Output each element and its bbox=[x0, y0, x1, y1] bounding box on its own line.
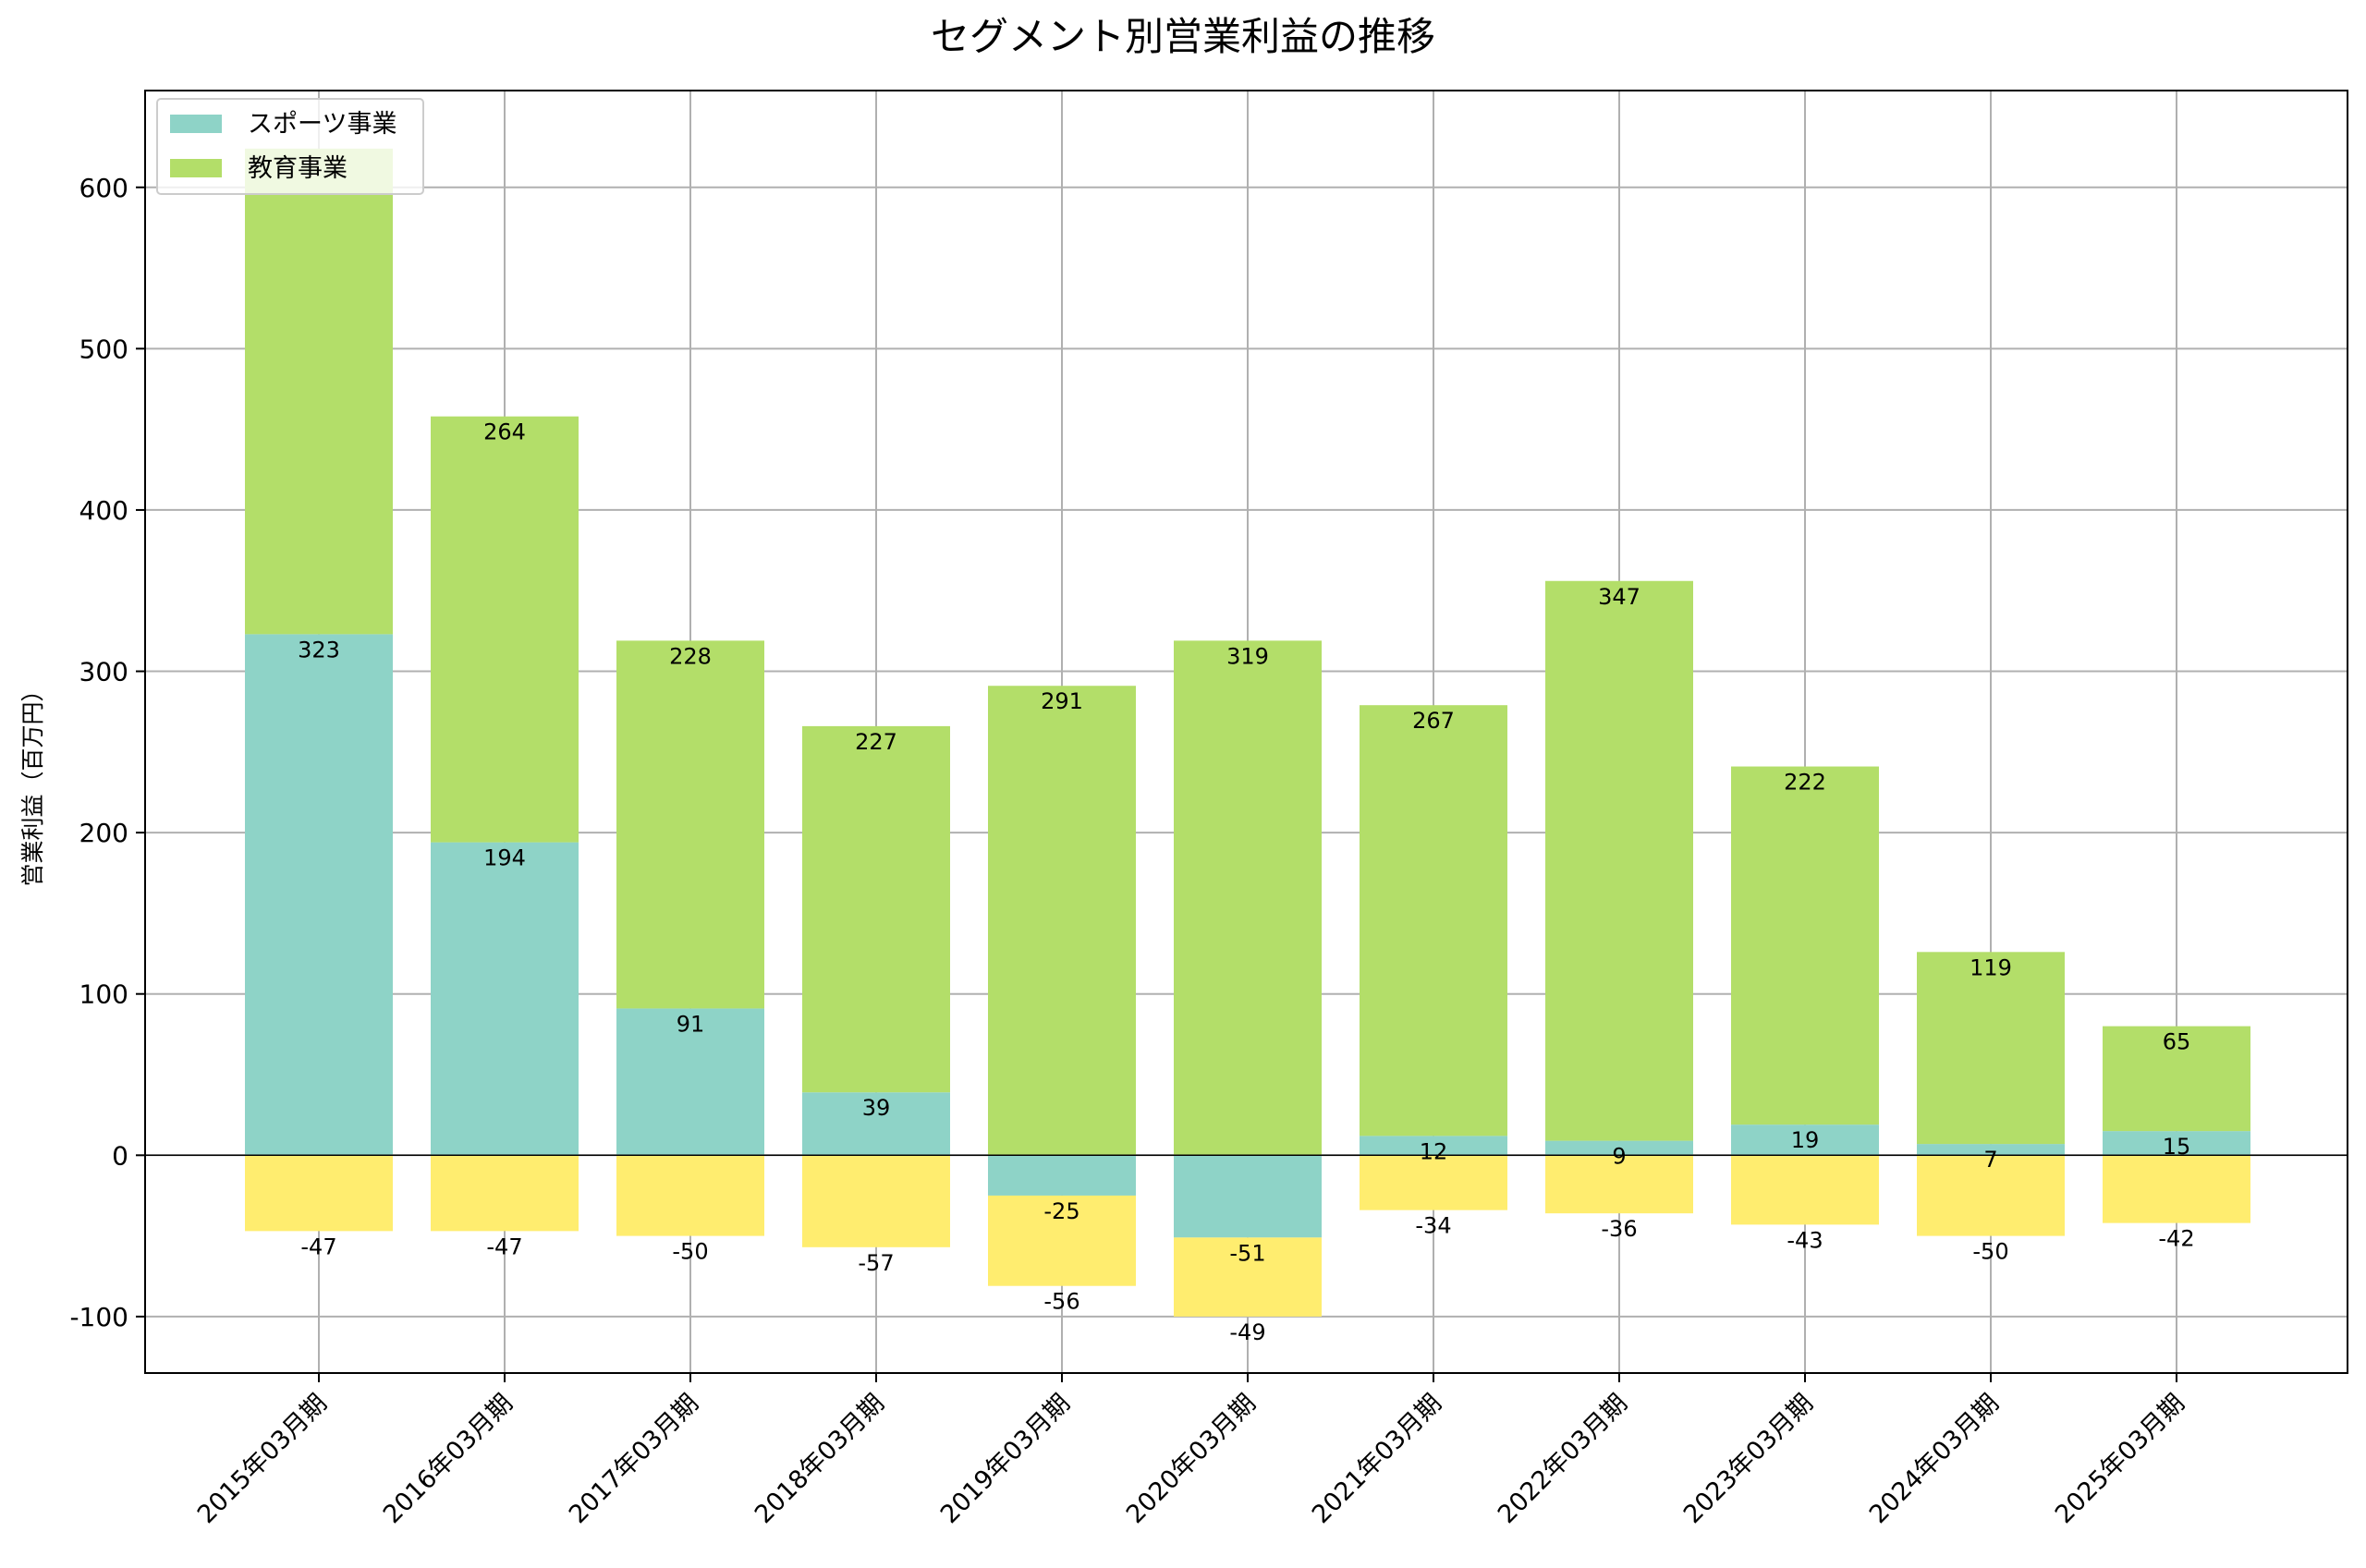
legend-box bbox=[156, 98, 424, 195]
data-label: -47 bbox=[300, 1234, 336, 1259]
data-label: 194 bbox=[483, 845, 526, 871]
legend-swatch-sports bbox=[170, 115, 222, 133]
data-label: 119 bbox=[1970, 954, 2012, 980]
bar-segment bbox=[1731, 766, 1879, 1125]
x-tick-label: 2015年03月期 bbox=[192, 1389, 333, 1529]
bar-segment bbox=[431, 1155, 579, 1232]
bar-segment bbox=[616, 1008, 764, 1156]
data-label: -25 bbox=[1043, 1198, 1079, 1224]
x-tick-label: 2022年03月期 bbox=[1493, 1389, 1633, 1529]
data-label: -56 bbox=[1043, 1289, 1079, 1315]
data-label: -50 bbox=[1972, 1239, 2008, 1265]
bar-segment bbox=[1731, 1155, 1879, 1225]
bar-segment bbox=[431, 842, 579, 1156]
bars-layer bbox=[245, 148, 2250, 1317]
x-tick-label: 2025年03月期 bbox=[2050, 1389, 2190, 1529]
data-label: 19 bbox=[1791, 1127, 1820, 1153]
chart-title: セグメント別営業利益の推移 bbox=[931, 14, 1435, 59]
legend: スポーツ事業 教育事業 bbox=[156, 98, 424, 195]
bar-segment bbox=[1917, 1144, 2065, 1156]
bar-segment bbox=[1174, 640, 1322, 1156]
y-tick-label: 200 bbox=[79, 818, 128, 848]
x-tick-label: 2021年03月期 bbox=[1307, 1389, 1447, 1529]
bar-segment bbox=[2103, 1155, 2250, 1223]
bar-segment bbox=[245, 1155, 393, 1232]
data-label: 9 bbox=[1612, 1144, 1626, 1170]
data-label: 264 bbox=[483, 419, 526, 445]
legend-swatch-education bbox=[170, 159, 222, 177]
data-label: -47 bbox=[486, 1234, 522, 1259]
legend-label-sports: スポーツ事業 bbox=[248, 110, 396, 139]
y-tick-label: 0 bbox=[112, 1140, 128, 1171]
bar-segment bbox=[802, 1155, 950, 1247]
data-label: 227 bbox=[855, 729, 897, 755]
bar-segment bbox=[802, 725, 950, 1093]
data-label: 12 bbox=[1420, 1138, 1448, 1164]
data-label: 39 bbox=[862, 1095, 891, 1121]
bar-segment bbox=[245, 148, 393, 635]
bar-segment bbox=[1545, 1140, 1693, 1156]
bar-segment bbox=[802, 1092, 950, 1156]
bar-segment bbox=[1545, 1155, 1693, 1214]
bar-segment bbox=[616, 640, 764, 1009]
bar-segment bbox=[1917, 1155, 2065, 1236]
x-tick-label: 2023年03月期 bbox=[1678, 1389, 1819, 1529]
x-tick-label: 2018年03月期 bbox=[750, 1389, 890, 1529]
bar-segment bbox=[1360, 1136, 1507, 1156]
y-tick-label: 100 bbox=[79, 979, 128, 1010]
data-label: 222 bbox=[1784, 770, 1826, 796]
bar-segment bbox=[1360, 705, 1507, 1136]
plot-frame bbox=[144, 90, 2348, 1374]
bar-segment bbox=[1917, 952, 2065, 1145]
bar-segment bbox=[2103, 1131, 2250, 1156]
y-axis-label: 営業利益（百万円） bbox=[19, 678, 46, 886]
data-label: 228 bbox=[669, 643, 712, 669]
bar-segment bbox=[616, 1155, 764, 1236]
data-label: -57 bbox=[858, 1250, 894, 1276]
x-tick-label: 2017年03月期 bbox=[564, 1389, 704, 1529]
data-label: 65 bbox=[2163, 1029, 2191, 1055]
bar-segment bbox=[2103, 1026, 2250, 1132]
bar-segment bbox=[1731, 1124, 1879, 1156]
data-label: 347 bbox=[1598, 584, 1640, 610]
data-label: -43 bbox=[1787, 1227, 1823, 1253]
data-label: -49 bbox=[1229, 1319, 1265, 1345]
data-label: -50 bbox=[672, 1239, 708, 1265]
data-label: -34 bbox=[1415, 1213, 1451, 1239]
bar-segment bbox=[988, 1195, 1136, 1286]
data-label: 319 bbox=[1226, 643, 1269, 669]
data-label: 7 bbox=[1983, 1147, 1997, 1173]
bar-segment bbox=[1174, 1155, 1322, 1238]
x-tick-label: 2024年03月期 bbox=[1864, 1389, 2005, 1529]
data-label: -42 bbox=[2158, 1226, 2194, 1252]
bar-segment bbox=[1360, 1155, 1507, 1210]
x-tick-label: 2019年03月期 bbox=[935, 1389, 1076, 1529]
data-label: -36 bbox=[1601, 1216, 1637, 1242]
bar-segment bbox=[1174, 1237, 1322, 1317]
data-label: 267 bbox=[1412, 708, 1455, 734]
bar-segment bbox=[245, 634, 393, 1156]
y-tick-label: -100 bbox=[69, 1302, 128, 1332]
x-tick-label: 2020年03月期 bbox=[1121, 1389, 1262, 1529]
data-label: 91 bbox=[677, 1011, 705, 1037]
legend-label-education: 教育事業 bbox=[248, 154, 348, 183]
y-tick-label: 600 bbox=[79, 173, 128, 203]
data-label: 291 bbox=[1041, 688, 1083, 714]
bar-segment bbox=[988, 1155, 1136, 1196]
x-tick-label: 2016年03月期 bbox=[378, 1389, 518, 1529]
y-tick-label: 500 bbox=[79, 334, 128, 364]
bar-segment bbox=[431, 416, 579, 843]
y-tick-label: 300 bbox=[79, 657, 128, 687]
y-tick-label: 400 bbox=[79, 495, 128, 526]
bar-segment bbox=[1545, 580, 1693, 1141]
data-label: 323 bbox=[298, 637, 340, 662]
bar-segment bbox=[988, 686, 1136, 1156]
data-label: -51 bbox=[1229, 1240, 1265, 1266]
